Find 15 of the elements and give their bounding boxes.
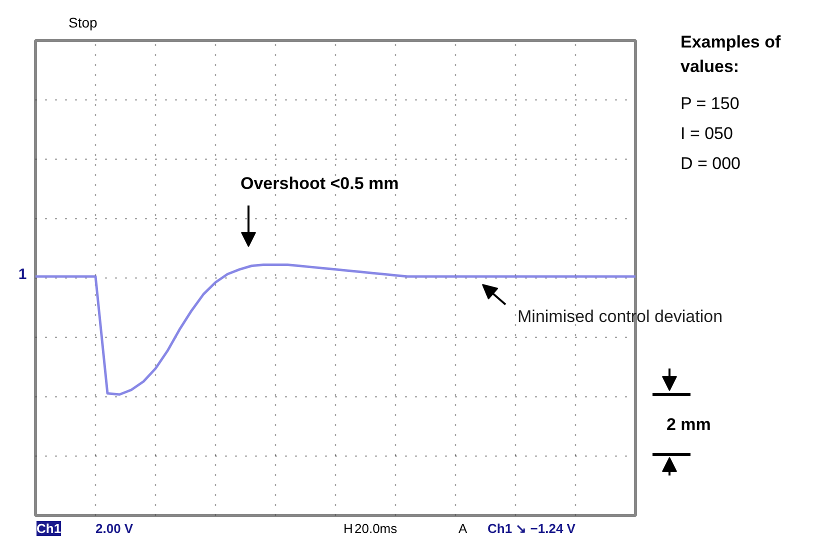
- text: Ch1 ↘ −1.24 V: [488, 521, 576, 536]
- text: 2.00 V: [96, 521, 134, 536]
- text: Overshoot <0.5 mm: [240, 174, 399, 193]
- text: P = 150: [680, 94, 740, 113]
- annotation: Minimised control deviation: [518, 307, 723, 326]
- text: A: [458, 521, 468, 536]
- text: D = 000: [680, 154, 741, 173]
- text: 2 mm: [666, 415, 711, 434]
- text: I = 050: [680, 124, 733, 143]
- text: Examples of values:: [680, 32, 781, 76]
- text: H: [344, 521, 353, 536]
- text: 20.0ms: [354, 521, 398, 536]
- text: 1: [18, 266, 27, 283]
- text: Ch1: [36, 521, 62, 536]
- text: Stop: [68, 14, 98, 30]
